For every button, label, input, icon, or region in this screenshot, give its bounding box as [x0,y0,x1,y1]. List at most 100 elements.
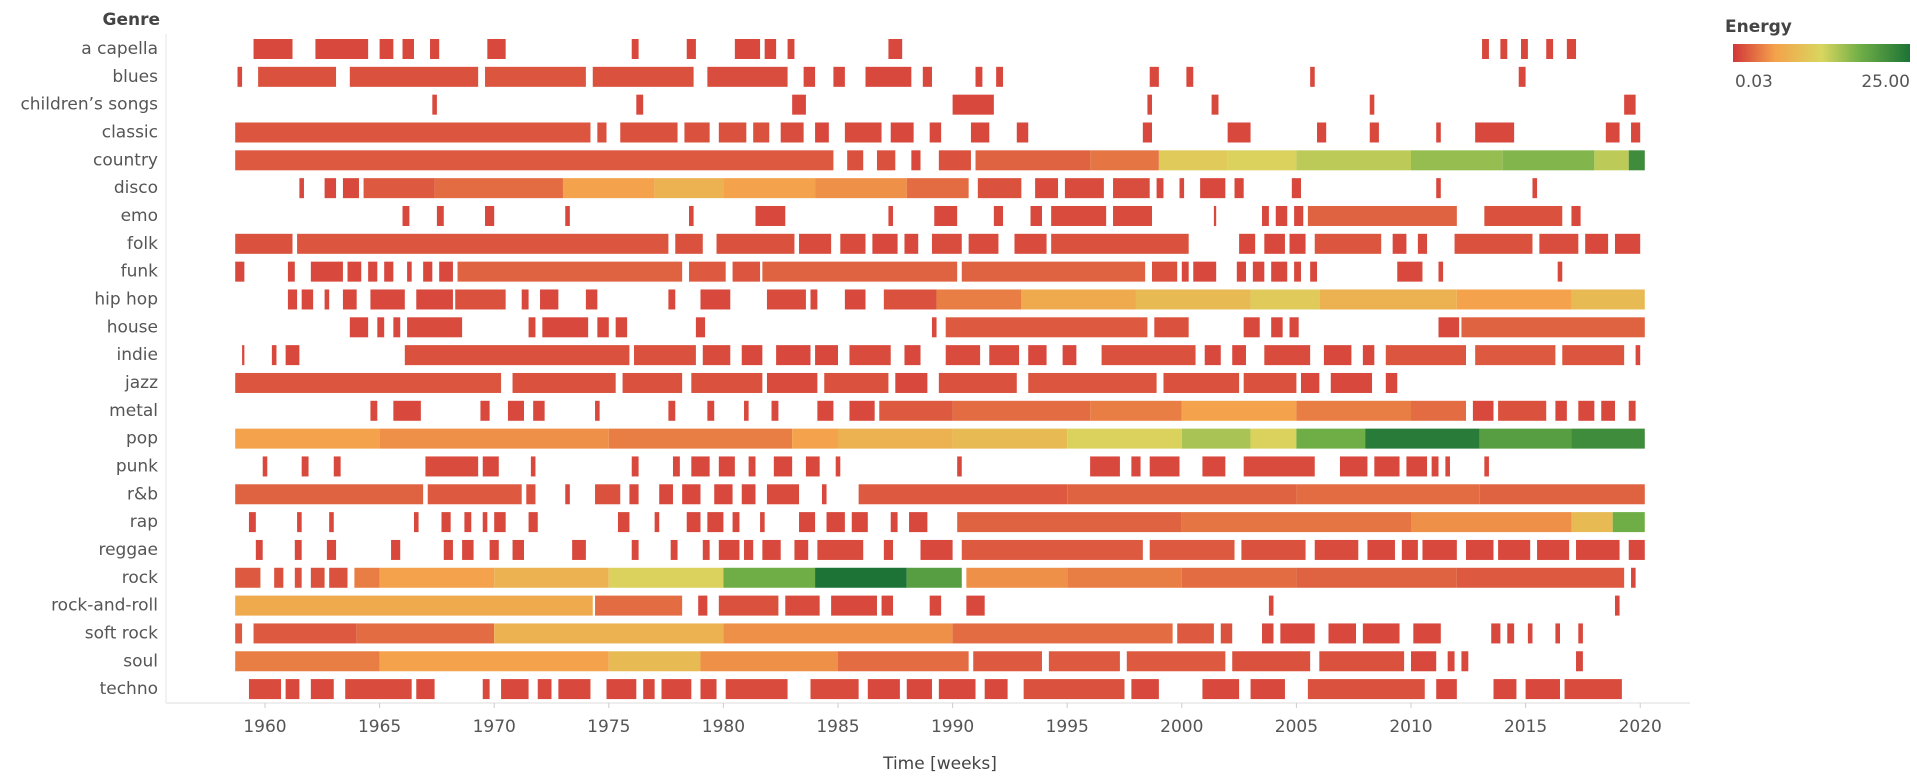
heat-cell [1307,679,1425,700]
heat-cell [537,679,552,700]
heat-cell [494,623,724,644]
heat-cell [1289,317,1299,338]
x-tick-label: 1980 [702,717,745,737]
x-tick-label: 1990 [931,717,974,737]
heat-cell [521,289,529,310]
heat-cell [379,428,609,449]
heat-cell [1067,484,1297,505]
heat-cell [432,94,437,115]
heat-cell [345,679,412,700]
heat-cell [1030,205,1042,226]
heat-cell [792,428,838,449]
heat-cell [771,400,779,421]
heat-cell [1319,651,1405,672]
heat-cell [686,39,696,59]
heat-cell [936,289,1022,310]
heat-cell [1564,679,1622,700]
heat-cell [1294,205,1304,226]
heat-cell [597,122,607,143]
heat-cell [734,39,761,59]
heat-cell [480,400,490,421]
heat-cell [1051,205,1107,226]
heat-cell [1250,679,1285,700]
heat-cell [1422,539,1457,560]
row-label: indie [117,345,158,365]
row [402,205,1581,226]
heat-cell [1571,205,1581,226]
heat-cell [968,233,999,254]
heat-cell [1484,205,1563,226]
heat-cell [329,567,348,588]
heat-cell [799,233,832,254]
heat-cell [975,66,983,87]
row-label: techno [100,679,158,699]
heat-cell [1498,539,1531,560]
heat-cell [258,66,337,87]
heat-cell [235,651,380,672]
heat-cell [1179,178,1185,199]
row-label: rock [122,568,158,588]
heat-cell [762,261,958,282]
heat-cell [1131,456,1141,477]
heat-cell [1323,345,1352,366]
heat-cell [766,372,818,393]
heat-cell [890,512,898,533]
heat-cell [1456,289,1572,310]
heat-cell [349,66,479,87]
heat-cell [1028,345,1047,366]
heat-cell [760,512,765,533]
heat-cell [301,456,309,477]
heat-cell [1200,178,1226,199]
heat-cell [1525,679,1560,700]
heat-cell [1369,122,1379,143]
heat-cell [844,289,866,310]
heat-cell [707,512,724,533]
heat-cell [1594,150,1629,171]
heat-cell [1374,456,1400,477]
heat-cell [1236,261,1246,282]
heat-cell [668,400,676,421]
heat-cell [342,178,359,199]
row [248,679,1622,700]
heat-cell [977,178,1022,199]
heat-cell [952,400,1091,421]
heat-cell [895,372,928,393]
row-label: classic [102,122,158,142]
heat-cell [347,261,362,282]
heat-cell [718,456,735,477]
heat-cell [595,400,600,421]
heat-cell [840,233,866,254]
heat-cell [1365,428,1480,449]
heat-cell [1307,205,1457,226]
heat-cell [370,289,405,310]
heat-cell [780,122,804,143]
heat-cell [274,567,284,588]
heat-cell [996,66,1004,87]
heat-cell [1624,94,1636,115]
heat-cell [572,539,586,560]
heat-cell [984,679,1008,700]
heat-cell [762,539,781,560]
row-label: rock-and-roll [51,596,158,616]
heat-cell [606,679,637,700]
heat-cell [1367,539,1395,560]
heat-cell [631,539,639,560]
heat-cell [482,679,490,700]
heat-cell [294,539,302,560]
heat-cell [1147,94,1153,115]
heat-cell [494,512,506,533]
heat-cell [909,512,928,533]
heat-cell [262,456,268,477]
heat-cell [723,178,816,199]
heat-cell [1445,456,1450,477]
heat-cell [1181,567,1297,588]
heat-cell [952,623,1173,644]
row-label: metal [109,401,158,421]
heat-cell [1067,567,1182,588]
heat-cell [1447,651,1455,672]
heat-cell [1571,289,1645,310]
heat-cell [512,539,524,560]
heat-cell [494,567,609,588]
row-label: soft rock [85,623,158,643]
heat-cell [391,539,401,560]
